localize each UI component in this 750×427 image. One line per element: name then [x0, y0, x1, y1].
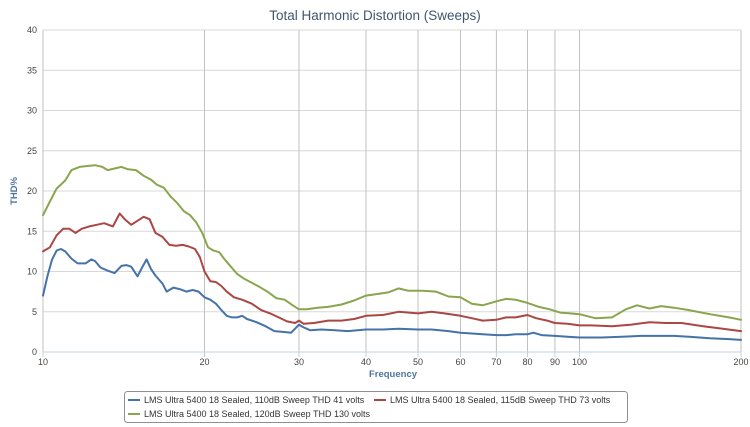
y-tick-label: 20: [27, 186, 37, 196]
x-tick-label: 200: [733, 357, 748, 367]
series-line-1: [42, 248, 742, 341]
legend-label: LMS Ultra 5400 18 Sealed, 110dB Sweep TH…: [144, 395, 365, 405]
legend-label: LMS Ultra 5400 18 Sealed, 115dB Sweep TH…: [390, 395, 611, 405]
x-tick-label: 80: [522, 357, 532, 367]
axes: 0 5 10 15 20 25 30 35 40 10 20 30 40 50 60 70 80 90 100 200: [27, 25, 749, 367]
y-tick-label: 35: [27, 65, 37, 75]
series-lines: [42, 164, 742, 341]
x-tick-label: 40: [361, 357, 371, 367]
y-tick-label: 30: [27, 106, 37, 116]
chart-title: Total Harmonic Distortion (Sweeps): [269, 8, 481, 23]
series-line-2: [42, 212, 742, 333]
x-tick-label: 90: [550, 357, 560, 367]
y-tick-label: 5: [32, 307, 37, 317]
x-tick-label: 70: [491, 357, 501, 367]
x-tick-label: 50: [413, 357, 423, 367]
legend-label: LMS Ultra 5400 18 Sealed, 120dB Sweep TH…: [144, 409, 370, 419]
y-tick-label: 40: [27, 25, 37, 35]
legend-box: [124, 391, 628, 423]
y-axis-title: THD%: [9, 176, 20, 205]
series-line-3: [42, 164, 742, 321]
x-tick-label: 10: [38, 357, 48, 367]
grid: [42, 29, 742, 352]
y-tick-label: 10: [27, 267, 37, 277]
legend: LMS Ultra 5400 18 Sealed, 110dB Sweep TH…: [124, 391, 628, 423]
x-tick-label: 20: [199, 357, 209, 367]
y-tick-label: 0: [32, 347, 37, 357]
x-axis-title: Frequency: [369, 369, 418, 380]
x-tick-label: 100: [572, 357, 587, 367]
x-tick-label: 60: [455, 357, 465, 367]
y-tick-label: 15: [27, 226, 37, 236]
y-tick-label: 25: [27, 146, 37, 156]
x-tick-label: 30: [294, 357, 304, 367]
